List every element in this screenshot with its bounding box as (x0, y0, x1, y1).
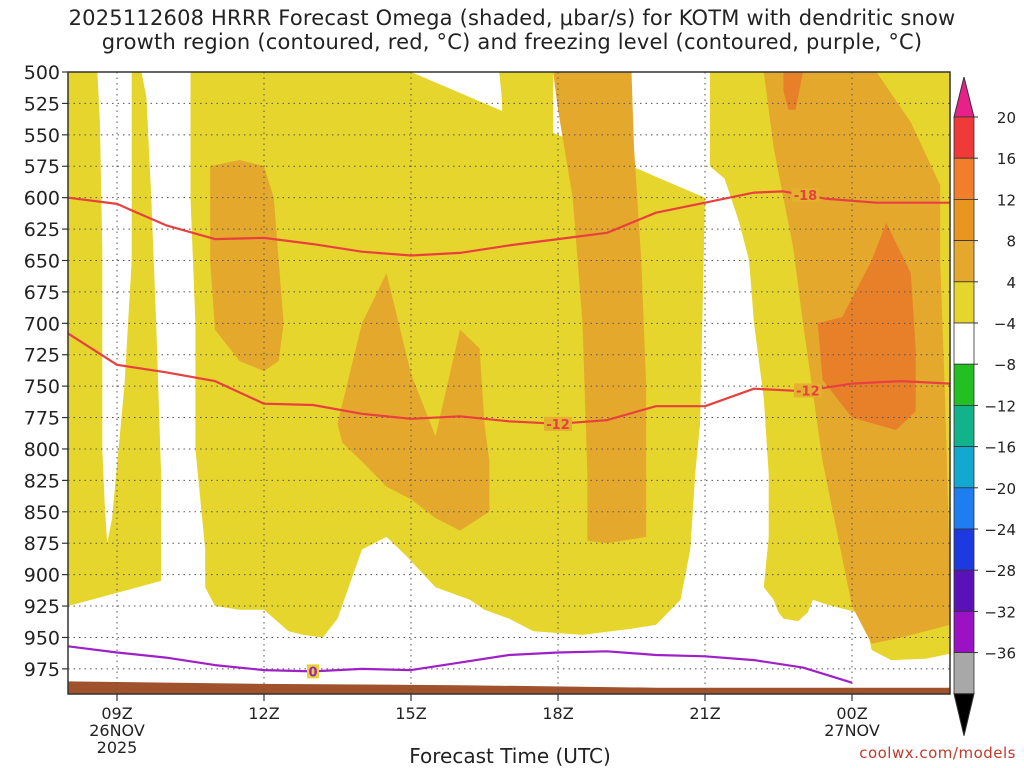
colorbar-label-3: 8 (1006, 233, 1016, 251)
omega-region-moderate-ascent-midlevel (337, 273, 490, 531)
colorbar-bin-1 (953, 157, 975, 200)
contour-freezing-level (68, 645, 853, 684)
colorbar-label-5: −4 (994, 315, 1016, 333)
colorbar-bin-5 (953, 322, 975, 365)
colorbar-bin-3 (953, 240, 975, 283)
colorbar-label-7: −12 (984, 397, 1016, 415)
colorbar-bin-10 (953, 528, 975, 571)
colorbar-label-12: −32 (984, 603, 1016, 621)
y-tick-label-750: 750 (24, 376, 60, 398)
colorbar-label-6: −8 (994, 356, 1016, 374)
contour-label-freezing-level-0: 0 (308, 665, 317, 680)
y-tick-label-825: 825 (24, 470, 60, 492)
chart-title: 2025112608 HRRR Forecast Omega (shaded, … (68, 6, 956, 54)
credit-text: coolwx.com/models (859, 744, 1016, 762)
y-tick-label-775: 775 (24, 408, 60, 430)
colorbar-over-arrow (953, 76, 975, 118)
contour-label-dgz-bottom-1: -12 (796, 384, 820, 399)
y-tick-label-550: 550 (24, 125, 60, 147)
omega-region-moderate-ascent-dgz (210, 160, 284, 372)
colorbar-label-8: −16 (984, 439, 1016, 457)
contour-label-dgz-bottom-0: -12 (546, 418, 570, 433)
colorbar-label-1: 16 (997, 150, 1016, 168)
y-tick-label-650: 650 (24, 250, 60, 272)
contour-label-dgz-top-0: -18 (794, 189, 818, 204)
x-axis-label: Forecast Time (UTC) (409, 744, 611, 768)
omega-region-main-ascent-area (190, 72, 950, 661)
y-tick-label-625: 625 (24, 219, 60, 241)
colorbar-bin-6 (953, 363, 975, 406)
colorbar-bin-0 (953, 116, 975, 159)
x-tick-year-09Z: 2025 (97, 738, 138, 757)
y-tick-label-500: 500 (24, 62, 60, 84)
plot-frame (67, 71, 951, 695)
colorbar-label-2: 12 (997, 191, 1016, 209)
x-tick-label-09Z: 09Z (101, 704, 132, 723)
x-tick-label-15Z: 15Z (395, 704, 426, 723)
colorbar-label-4: 4 (1006, 274, 1016, 292)
omega-region-moderate-ascent-center (553, 72, 647, 544)
y-tick-label-900: 900 (24, 565, 60, 587)
colorbar-bin-13 (953, 652, 975, 695)
x-tick-date-09Z: 26NOV (89, 721, 145, 740)
y-tick-label-950: 950 (24, 627, 60, 649)
colorbar-bin-12 (953, 611, 975, 654)
y-tick-label-925: 925 (24, 596, 60, 618)
colorbar-label-0: 20 (997, 109, 1016, 127)
contour-label-bg-dgz-bottom-0 (544, 416, 572, 431)
x-tick-label-18Z: 18Z (542, 704, 573, 723)
colorbar-bin-9 (953, 487, 975, 530)
colorbar-label-9: −20 (984, 480, 1016, 498)
y-tick-label-575: 575 (24, 156, 60, 178)
y-tick-label-525: 525 (24, 93, 60, 115)
colorbar-label-11: −28 (984, 562, 1016, 580)
colorbar-bin-7 (953, 404, 975, 447)
y-tick-label-600: 600 (24, 188, 60, 210)
colorbar-label-13: −36 (984, 645, 1016, 663)
y-axis: 500 525 550 575 600 625 650 675 700 725 750 775 800 8… (24, 62, 68, 681)
colorbar: 20 16 12 8 4 −4 −8 −12 −16 −20 −24 −28 −32 −36 (953, 76, 1016, 736)
contour-dgz-top (68, 190, 950, 257)
y-tick-label-875: 875 (24, 533, 60, 555)
contour-lines: -18 -12 -12 0 (68, 188, 950, 684)
omega-region-strong-ascent-east (817, 222, 916, 431)
omega-shading (68, 72, 950, 694)
colorbar-bin-2 (953, 198, 975, 241)
x-tick-label-00Z: 00Z (836, 704, 867, 723)
terrain-surface (68, 681, 950, 694)
y-tick-label-725: 725 (24, 345, 60, 367)
colorbar-bin-4 (953, 281, 975, 324)
y-tick-label-700: 700 (24, 313, 60, 335)
colorbar-bin-11 (953, 569, 975, 612)
x-tick-label-12Z: 12Z (248, 704, 279, 723)
y-tick-label-850: 850 (24, 502, 60, 524)
y-tick-label-800: 800 (24, 439, 60, 461)
colorbar-label-10: −24 (984, 521, 1016, 539)
grid-lines (68, 71, 950, 694)
x-tick-date-00Z: 27NOV (824, 721, 880, 740)
omega-region-weak-ascent-area (68, 72, 162, 606)
contour-label-bg-dgz-bottom-1 (793, 383, 822, 398)
x-tick-label-21Z: 21Z (689, 704, 720, 723)
colorbar-under-arrow (953, 693, 975, 736)
omega-region-strong-ascent-top (783, 72, 803, 110)
y-tick-label-675: 675 (24, 282, 60, 304)
colorbar-bin-8 (953, 446, 975, 489)
contour-label-bg-dgz-top-0 (791, 188, 820, 203)
contour-label-bg-freezing-level-0 (307, 664, 319, 679)
y-tick-label-975: 975 (24, 659, 60, 681)
